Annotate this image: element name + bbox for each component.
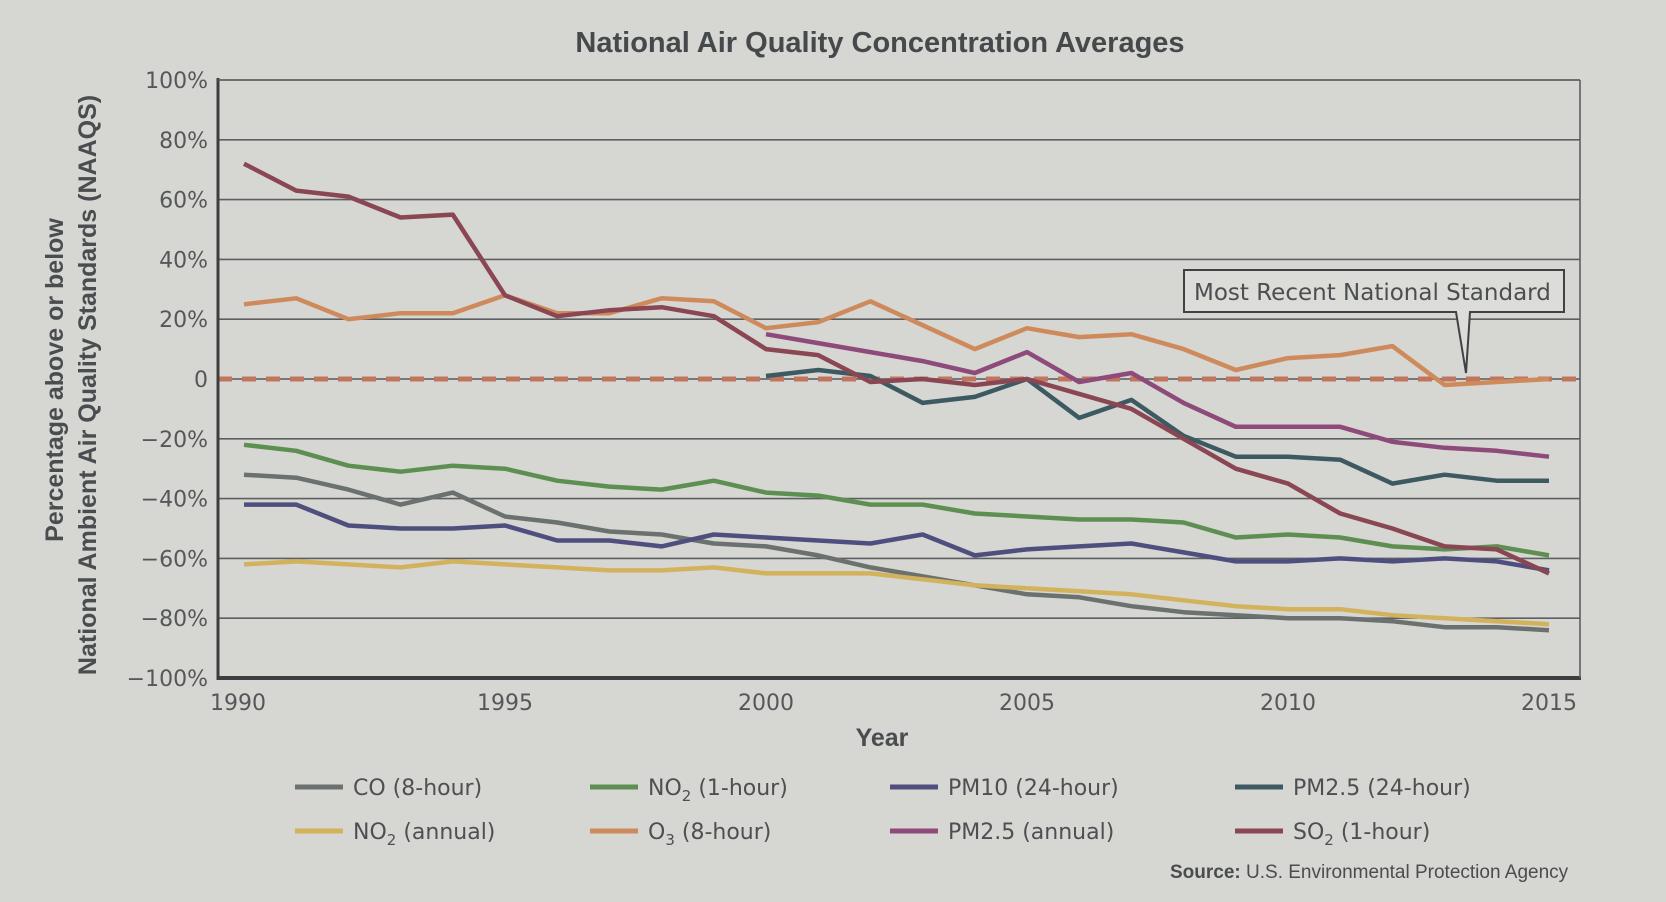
legend-label-main: SO [1293, 820, 1324, 845]
legend-label-tail: (1-hour) [1334, 820, 1431, 845]
legend-item: O3 (8-hour) [590, 820, 771, 849]
series-line-o3-8-hour [243, 293, 1550, 388]
y-tick-label: −80% [141, 607, 208, 632]
series-line-no2-annual [243, 559, 1550, 627]
series-line-co-8-hour [243, 472, 1550, 633]
source-note: Source: U.S. Environmental Protection Ag… [1170, 862, 1569, 883]
legend-label-main: NO [648, 776, 682, 801]
y-tick-label: 100% [145, 69, 208, 94]
y-tick-label: 40% [159, 248, 208, 273]
legend-label: NO2 (1-hour) [648, 776, 788, 805]
legend-label-main: CO (8-hour) [353, 776, 482, 801]
legend-label-main: PM2.5 (annual) [948, 820, 1114, 845]
legend-label-main: PM2.5 (24-hour) [1293, 776, 1471, 801]
x-tick-label: 1995 [477, 691, 533, 716]
y-tick-label: −60% [141, 547, 208, 572]
x-tick-label: 1990 [210, 691, 266, 716]
y-tick-label: 20% [159, 308, 208, 333]
legend-item: NO2 (1-hour) [590, 776, 788, 805]
x-tick-label: 2005 [999, 691, 1055, 716]
legend-label-main: O [648, 820, 665, 845]
series-line-pm10-24-hour [244, 502, 1550, 573]
legend-label-subscript: 3 [665, 831, 675, 849]
legend-label: CO (8-hour) [353, 776, 482, 801]
legend-label-subscript: 2 [387, 831, 397, 849]
series-line-so2-1-hour [242, 161, 1550, 576]
annotation-label: Most Recent National Standard [1194, 280, 1551, 306]
legend-item: PM10 (24-hour) [890, 776, 1119, 801]
legend-label: NO2 (annual) [353, 820, 495, 849]
x-tick-label: 2010 [1260, 691, 1316, 716]
legend-label-tail: (8-hour) [675, 820, 772, 845]
legend-label: PM2.5 (24-hour) [1293, 776, 1471, 801]
x-tick-label: 2015 [1521, 691, 1577, 716]
y-tick-label: 60% [159, 189, 208, 214]
legend-label-tail: (1-hour) [691, 776, 788, 801]
y-tick-labels: 100% 80% 60% 40% 20% 0 −20% −40% −60% −80% −100% [127, 69, 208, 692]
legend-label-subscript: 2 [682, 787, 692, 805]
legend-label-main: NO [353, 820, 387, 845]
legend-label: PM10 (24-hour) [948, 776, 1119, 801]
x-tick-label: 2000 [738, 691, 794, 716]
legend-label: SO2 (1-hour) [1293, 820, 1430, 849]
series-line-pm2-5-annual [765, 331, 1550, 459]
x-tick-labels: 1990 1995 2000 2005 2010 2015 [210, 691, 1577, 716]
legend-label: PM2.5 (annual) [948, 820, 1114, 845]
y-tick-label: 0 [194, 368, 208, 393]
series-line-pm2-5-24-hour [765, 367, 1549, 486]
y-tick-label: −100% [127, 667, 208, 692]
series-line-no2-1-hour [243, 442, 1550, 558]
legend-item: CO (8-hour) [295, 776, 482, 801]
y-axis-title-line-2: National Ambient Air Quality Standards (… [74, 95, 102, 675]
y-axis-title: Percentage above or below National Ambie… [41, 95, 102, 675]
y-tick-label: −20% [141, 428, 208, 453]
legend-label-main: PM10 (24-hour) [948, 776, 1119, 801]
y-axis-title-line-1: Percentage above or below [41, 218, 69, 542]
y-tick-label: −40% [141, 488, 208, 513]
legend: CO (8-hour) NO2 (1-hour) PM10 (24-hour) PM2… [295, 776, 1471, 849]
standard-annotation: Most Recent National Standard [1183, 269, 1565, 374]
chart-title: National Air Quality Concentration Avera… [575, 27, 1184, 59]
annotation-callout-box [1183, 269, 1565, 374]
x-axis-title: Year [856, 724, 909, 752]
legend-label: O3 (8-hour) [648, 820, 771, 849]
y-tick-label: 80% [159, 129, 208, 154]
source-label: Source: [1170, 862, 1241, 883]
legend-item: PM2.5 (24-hour) [1235, 776, 1471, 801]
legend-item: PM2.5 (annual) [890, 820, 1114, 845]
series-lines [242, 161, 1550, 633]
plot-frame [216, 78, 1581, 680]
legend-label-subscript: 2 [1324, 831, 1334, 849]
legend-item: SO2 (1-hour) [1235, 820, 1430, 849]
legend-item: NO2 (annual) [295, 820, 495, 849]
legend-label-tail: (annual) [396, 820, 495, 845]
source-text: U.S. Environmental Protection Agency [1241, 862, 1569, 883]
